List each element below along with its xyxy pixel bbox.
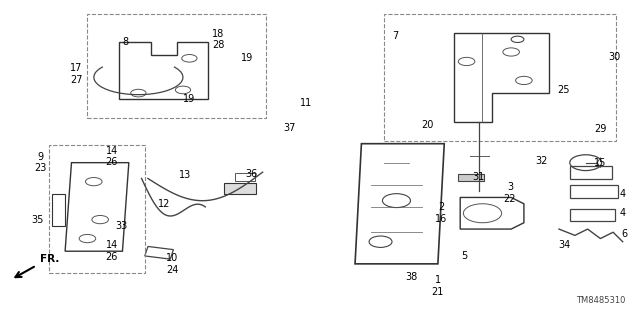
Text: 12: 12	[157, 199, 170, 209]
Text: 5: 5	[461, 251, 467, 261]
Text: 34: 34	[558, 240, 570, 250]
Text: 15: 15	[594, 158, 607, 168]
Text: FR.: FR.	[40, 254, 59, 263]
Text: 7: 7	[392, 31, 398, 41]
Text: 4: 4	[620, 208, 626, 218]
Text: 10
24: 10 24	[166, 253, 179, 275]
Text: 33: 33	[115, 221, 127, 231]
Text: 19: 19	[183, 94, 195, 104]
Text: 30: 30	[608, 52, 621, 62]
Text: 13: 13	[179, 170, 191, 180]
Text: 25: 25	[557, 85, 570, 95]
Text: 8: 8	[123, 38, 129, 48]
Text: 1
21: 1 21	[432, 275, 444, 297]
Text: 35: 35	[31, 215, 44, 225]
Text: 14
26: 14 26	[106, 145, 118, 167]
Text: 2
16: 2 16	[435, 203, 447, 224]
FancyBboxPatch shape	[458, 174, 484, 181]
Text: 18
28: 18 28	[212, 28, 224, 50]
Text: 37: 37	[284, 123, 296, 133]
Text: 3
22: 3 22	[504, 182, 516, 204]
FancyBboxPatch shape	[225, 183, 256, 194]
Text: 19: 19	[241, 53, 253, 63]
Text: 14
26: 14 26	[106, 241, 118, 262]
Text: 20: 20	[421, 120, 433, 130]
Text: 38: 38	[405, 271, 417, 281]
Text: 17
27: 17 27	[70, 63, 83, 85]
Text: 31: 31	[472, 172, 484, 182]
Text: 9
23: 9 23	[35, 152, 47, 174]
Text: 32: 32	[536, 156, 548, 166]
Text: 4: 4	[620, 189, 626, 199]
Text: 29: 29	[594, 124, 607, 135]
Text: 36: 36	[246, 169, 258, 179]
Text: 6: 6	[621, 229, 628, 239]
Text: TM8485310: TM8485310	[576, 296, 625, 305]
Text: 11: 11	[300, 98, 312, 108]
